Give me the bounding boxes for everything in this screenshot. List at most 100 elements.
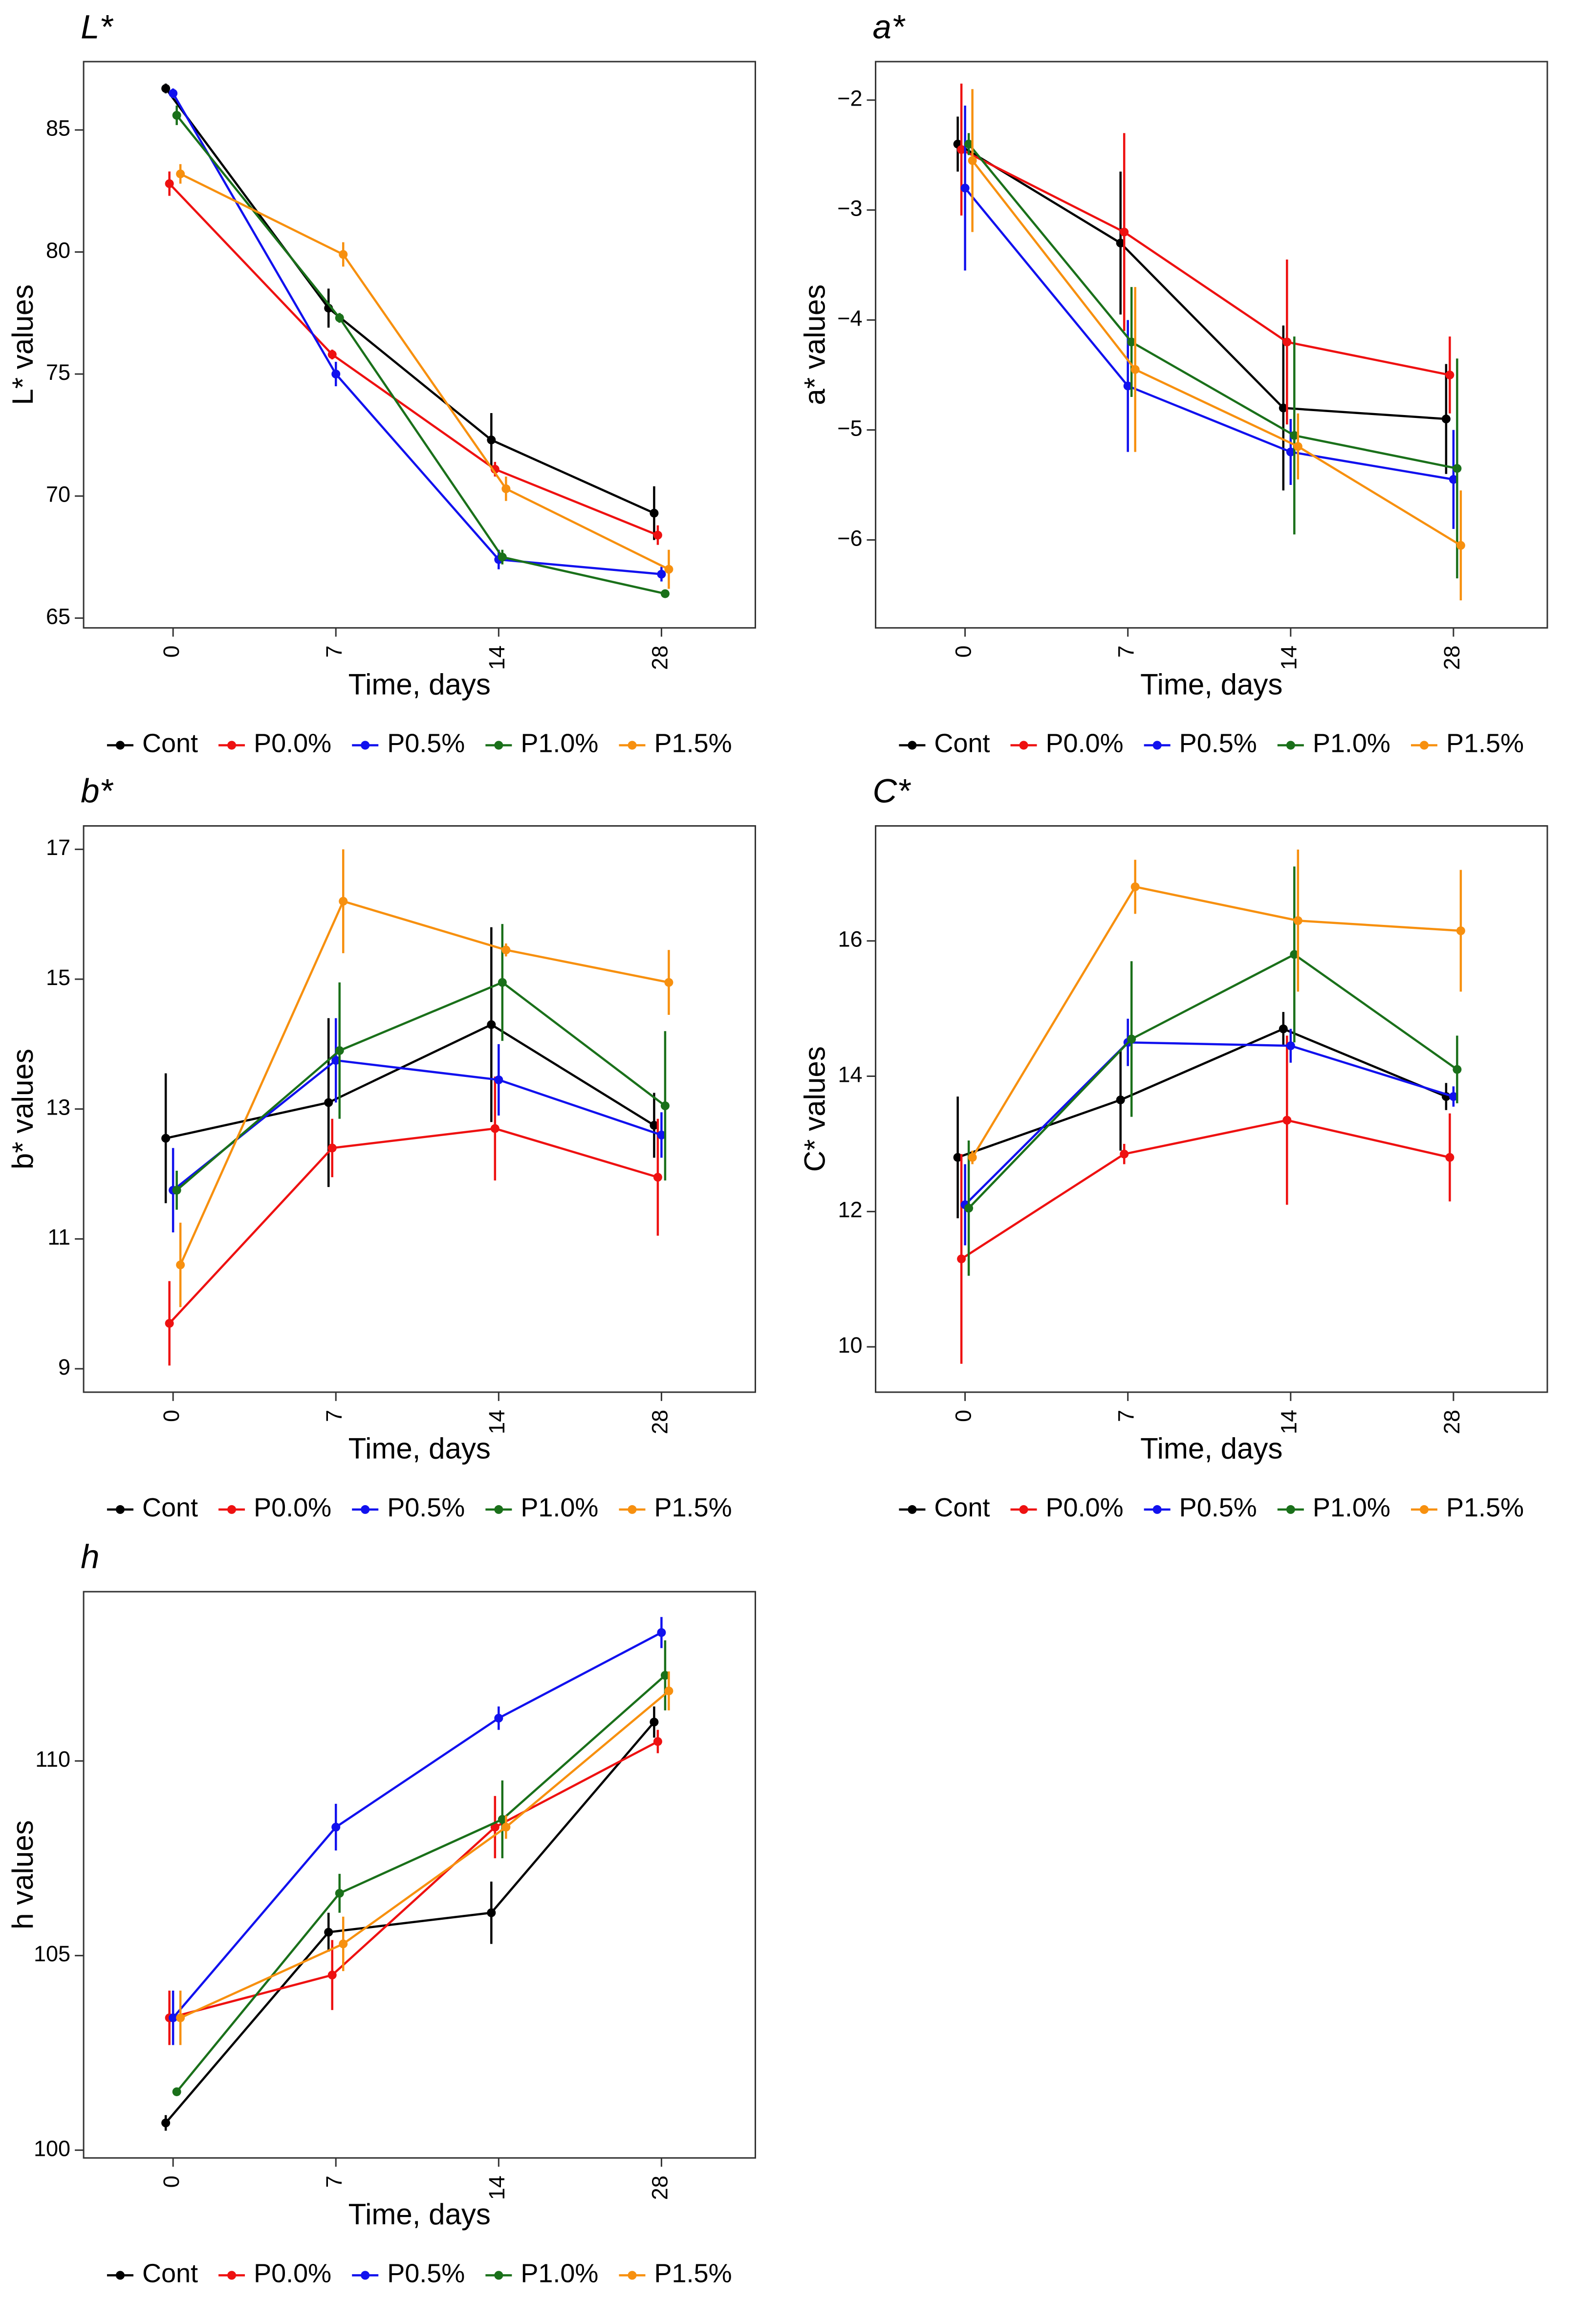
data-point [964, 1204, 974, 1213]
x-axis-label: Time, days [348, 1432, 491, 1465]
x-tick-label: 0 [951, 1410, 976, 1422]
legend-swatch-dot [361, 1505, 370, 1514]
data-point [1116, 1095, 1125, 1104]
legend-swatch-dot [494, 741, 503, 750]
data-point [953, 1153, 962, 1162]
legend-label: P1.5% [654, 2259, 732, 2288]
panel: C* 10 12 14 16 0 7 14 28 Time, days C* values Cont P… [798, 772, 1548, 1522]
data-point [339, 897, 348, 906]
series-line [971, 885, 1461, 1158]
data-point [957, 1254, 966, 1264]
y-tick-label: 70 [46, 482, 70, 507]
legend-label: Cont [142, 1493, 198, 1522]
data-point [176, 1260, 185, 1270]
series-line [179, 899, 669, 1266]
data-point [494, 1713, 503, 1723]
data-point [968, 156, 977, 165]
data-point [957, 145, 966, 154]
y-tick-label: −5 [837, 416, 862, 440]
y-tick-label: 12 [838, 1197, 862, 1222]
data-point [327, 1143, 337, 1153]
legend-label: Cont [934, 1493, 990, 1522]
legend: Cont P0.0% P0.5% P1.0% P1.5% [107, 729, 732, 758]
series-line [168, 1127, 658, 1324]
legend-swatch-dot [628, 2271, 637, 2280]
legend-label: Cont [934, 729, 990, 758]
legend-swatch-dot [1152, 741, 1162, 750]
data-point [324, 1928, 333, 1937]
data-point [968, 1153, 977, 1162]
plot-frame [875, 61, 1548, 629]
y-tick-label: 85 [46, 116, 70, 141]
y-tick-label: 11 [47, 1225, 70, 1250]
data-point [176, 169, 185, 178]
data-point [1445, 1153, 1454, 1162]
series-line [968, 953, 1458, 1209]
series-line [961, 148, 1450, 376]
legend-swatch-dot [227, 2271, 237, 2280]
panel-title: b* [81, 772, 113, 810]
series-line [165, 1023, 655, 1140]
data-point [1290, 950, 1299, 959]
y-tick-label: 15 [46, 965, 70, 990]
data-point [1282, 337, 1292, 347]
data-point [172, 1185, 181, 1195]
y-tick-label: 13 [46, 1095, 70, 1120]
data-point [327, 350, 337, 359]
x-tick-label: 28 [1439, 645, 1464, 670]
panel-title: C* [873, 772, 911, 810]
data-point [1282, 1116, 1292, 1125]
x-tick-label: 14 [484, 2175, 509, 2200]
y-tick-label: 110 [35, 1747, 70, 1772]
y-tick-label: 14 [838, 1062, 862, 1087]
legend-label: P1.5% [654, 729, 732, 758]
series-line [180, 173, 670, 570]
data-point [501, 484, 511, 493]
legend-label: P0.5% [1179, 729, 1257, 758]
plot-frame [83, 1591, 756, 2159]
x-axis-label: Time, days [1140, 668, 1282, 701]
series-line [172, 92, 662, 575]
y-tick-label: 105 [34, 1941, 70, 1966]
legend-swatch-dot [494, 1505, 503, 1514]
panel-title: a* [873, 8, 906, 45]
series-line [172, 1059, 662, 1191]
data-point [1116, 239, 1125, 248]
x-tick-label: 7 [1114, 1410, 1139, 1422]
data-point [1456, 926, 1465, 936]
data-point [501, 1822, 511, 1832]
y-axis-label: C* values [798, 1046, 831, 1172]
y-axis-label: h values [6, 1820, 39, 1929]
data-point [653, 1737, 662, 1746]
data-point [1286, 1041, 1295, 1051]
x-tick-label: 28 [647, 1410, 672, 1434]
data-point [335, 1046, 344, 1055]
y-tick-label: 10 [838, 1333, 862, 1358]
data-point [660, 589, 670, 598]
legend-swatch-dot [361, 741, 370, 750]
data-point [331, 1822, 341, 1832]
data-point [501, 945, 511, 955]
legend: Cont P0.0% P0.5% P1.0% P1.5% [107, 1493, 732, 1522]
data-point [657, 570, 666, 579]
x-tick-label: 0 [159, 645, 184, 658]
data-point [339, 250, 348, 259]
series-line [168, 183, 658, 536]
y-tick-label: 9 [58, 1355, 70, 1380]
x-tick-label: 0 [159, 2175, 184, 2188]
x-tick-label: 14 [484, 1410, 509, 1434]
series-line [175, 114, 666, 595]
series-line [964, 1041, 1454, 1206]
x-tick-label: 7 [1114, 645, 1139, 658]
legend-swatch-dot [227, 1505, 237, 1514]
series-line [165, 1721, 655, 2124]
data-point [664, 565, 673, 574]
panel-title: h [81, 1538, 99, 1576]
data-point [490, 1124, 499, 1133]
data-point [964, 139, 974, 149]
data-point [653, 530, 662, 540]
x-axis-label: Time, days [348, 2198, 491, 2231]
x-tick-label: 14 [484, 645, 509, 670]
data-point [498, 978, 507, 987]
data-point [169, 88, 178, 98]
